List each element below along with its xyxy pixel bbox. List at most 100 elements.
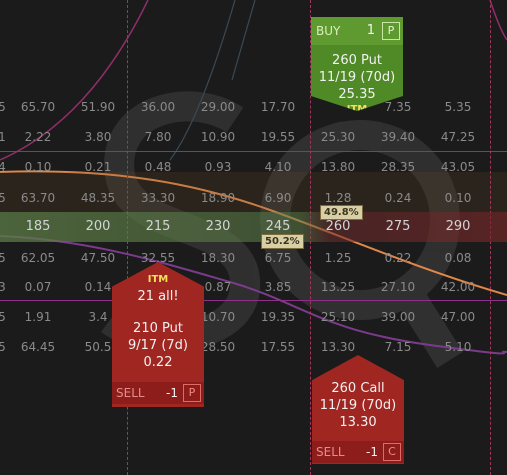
value-cell[interactable]: 10.70 xyxy=(200,310,236,324)
order-strike: 210 Put xyxy=(133,321,183,336)
value-cell[interactable]: 25.10 xyxy=(320,310,356,324)
probability-lower: 50.2% xyxy=(261,234,304,249)
order-side: SELL xyxy=(316,445,345,459)
order-qty: -1 xyxy=(366,445,378,459)
value-cell[interactable]: 1.91 xyxy=(24,310,52,324)
value-cell[interactable]: 3.4 xyxy=(88,310,108,324)
value-cell[interactable]: 5.10 xyxy=(444,340,472,354)
value-cell[interactable]: 0.22 xyxy=(384,251,412,265)
strike-cell[interactable]: 215 xyxy=(145,219,171,234)
value-cell[interactable]: 27.10 xyxy=(380,280,416,294)
value-cell[interactable]: 0.10 xyxy=(444,191,472,205)
value-cell[interactable]: 5 xyxy=(0,310,6,324)
strike-cell[interactable]: 200 xyxy=(85,219,111,234)
value-cell[interactable]: 18.90 xyxy=(200,191,236,205)
strike-cell[interactable]: 260 xyxy=(325,219,351,234)
order-footer: SELL -1 C xyxy=(312,441,404,463)
strike-cell[interactable]: 245 xyxy=(265,219,291,234)
order-price: 13.30 xyxy=(339,415,377,430)
value-cell[interactable]: 0.87 xyxy=(204,280,232,294)
value-cell[interactable]: 4 xyxy=(0,160,6,174)
value-cell[interactable]: 51.90 xyxy=(80,100,116,114)
value-cell[interactable]: 50.5 xyxy=(84,340,112,354)
value-cell[interactable]: 17.70 xyxy=(260,100,296,114)
option-value-row: 5 64.45 50.5 28.50 17.55 13.30 7.15 5.10 xyxy=(0,337,507,357)
value-cell[interactable]: 48.35 xyxy=(80,191,116,205)
value-cell[interactable]: 63.70 xyxy=(20,191,56,205)
range-line-bottom xyxy=(0,300,507,301)
value-cell[interactable]: 0.24 xyxy=(384,191,412,205)
option-value-row: 5 63.70 48.35 33.30 18.90 6.90 1.28 0.24 0.10 xyxy=(0,188,507,208)
value-cell[interactable]: 5.35 xyxy=(444,100,472,114)
value-cell[interactable]: 6.75 xyxy=(264,251,292,265)
strike-cell[interactable]: 185 xyxy=(25,219,51,234)
payoff-curve-left xyxy=(0,0,149,161)
value-cell[interactable]: 47.00 xyxy=(440,310,476,324)
itm-badge: ITM xyxy=(147,274,169,285)
put-type-badge[interactable]: P xyxy=(382,22,400,40)
value-cell[interactable]: 7.35 xyxy=(384,100,412,114)
value-cell[interactable]: 13.30 xyxy=(320,340,356,354)
value-cell[interactable]: 0.07 xyxy=(24,280,52,294)
call-type-badge[interactable]: C xyxy=(383,443,401,461)
vol-curve-b xyxy=(231,0,256,81)
value-cell[interactable]: 0.14 xyxy=(84,280,112,294)
value-cell[interactable]: 1.25 xyxy=(324,251,352,265)
value-cell[interactable]: 29.00 xyxy=(200,100,236,114)
value-cell[interactable]: 13.25 xyxy=(320,280,356,294)
value-cell[interactable]: 5 xyxy=(0,100,6,114)
value-cell[interactable]: 39.00 xyxy=(380,310,416,324)
value-cell[interactable]: 64.45 xyxy=(20,340,56,354)
value-cell[interactable]: 5 xyxy=(0,191,6,205)
value-cell[interactable]: 36.00 xyxy=(140,100,176,114)
strike-cell[interactable]: 290 xyxy=(445,219,471,234)
value-cell[interactable]: 13.80 xyxy=(320,160,356,174)
value-cell[interactable]: 28.35 xyxy=(380,160,416,174)
value-cell[interactable]: 0.10 xyxy=(24,160,52,174)
sell-put-order-card[interactable]: ITM 21 all! 210 Put 9/17 (7d) 0.22 SELL … xyxy=(112,262,204,407)
value-cell[interactable]: 3 xyxy=(0,280,6,294)
value-cell[interactable]: 47.25 xyxy=(440,130,476,144)
value-cell[interactable]: 43.05 xyxy=(440,160,476,174)
strike-cell[interactable]: 275 xyxy=(385,219,411,234)
value-cell[interactable]: 0.48 xyxy=(144,160,172,174)
value-cell[interactable]: 1.28 xyxy=(324,191,352,205)
value-cell[interactable]: 5 xyxy=(0,340,6,354)
put-type-badge[interactable]: P xyxy=(183,384,201,402)
value-cell[interactable]: 17.55 xyxy=(260,340,296,354)
strike-cell[interactable]: 230 xyxy=(205,219,231,234)
value-cell[interactable]: 0.08 xyxy=(444,251,472,265)
value-cell[interactable]: 3.85 xyxy=(264,280,292,294)
value-cell[interactable]: 42.00 xyxy=(440,280,476,294)
value-cell[interactable]: 33.30 xyxy=(140,191,176,205)
value-cell[interactable]: 25.30 xyxy=(320,130,356,144)
value-cell[interactable]: 19.35 xyxy=(260,310,296,324)
value-cell[interactable]: 0.21 xyxy=(84,160,112,174)
option-value-row: 5 62.05 47.50 32.55 18.30 6.75 1.25 0.22 0.08 xyxy=(0,248,507,268)
value-cell[interactable]: 2.22 xyxy=(24,130,52,144)
value-cell[interactable]: 7.80 xyxy=(144,130,172,144)
option-value-row: 3 0.07 0.14 0.87 3.85 13.25 27.10 42.00 xyxy=(0,277,507,297)
order-expiry: 11/19 (70d) xyxy=(318,70,396,85)
value-cell[interactable]: 10.90 xyxy=(200,130,236,144)
value-cell[interactable]: 1 xyxy=(0,130,6,144)
value-cell[interactable]: 39.40 xyxy=(380,130,416,144)
value-cell[interactable]: 28.50 xyxy=(200,340,236,354)
value-cell[interactable]: 5 xyxy=(0,251,6,265)
value-cell[interactable]: 19.55 xyxy=(260,130,296,144)
value-cell[interactable]: 62.05 xyxy=(20,251,56,265)
itm-badge: ITM xyxy=(346,104,368,115)
value-cell[interactable]: 0.93 xyxy=(204,160,232,174)
value-cell[interactable]: 47.50 xyxy=(80,251,116,265)
value-cell[interactable]: 4.10 xyxy=(264,160,292,174)
value-cell[interactable]: 7.15 xyxy=(384,340,412,354)
order-strike: 260 Call xyxy=(331,381,385,396)
value-cell[interactable]: 32.55 xyxy=(140,251,176,265)
value-cell[interactable]: 65.70 xyxy=(20,100,56,114)
value-cell[interactable]: 18.30 xyxy=(200,251,236,265)
value-cell[interactable]: 3.80 xyxy=(84,130,112,144)
sell-call-order-card[interactable]: 260 Call 11/19 (70d) 13.30 SELL -1 C xyxy=(312,355,404,464)
value-cell[interactable]: 6.90 xyxy=(264,191,292,205)
buy-put-order-card[interactable]: BUY 1 P 260 Put 11/19 (70d) 25.35 ITM xyxy=(311,17,403,111)
